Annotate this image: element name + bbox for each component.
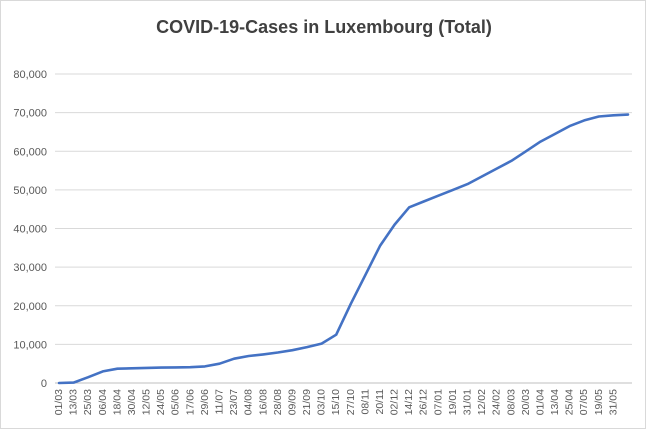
x-tick-label: 02/12 [389,389,401,415]
x-tick-label: 21/09 [301,389,313,415]
x-tick-label: 07/01 [432,389,444,415]
x-tick-label: 31/01 [462,389,474,415]
x-tick-label: 24/02 [491,389,503,415]
x-tick-label: 15/10 [330,389,342,415]
x-tick-label: 12/05 [141,389,153,415]
x-tick-label: 27/10 [345,389,357,415]
y-tick-label: 40,000 [13,224,47,236]
x-tick-label: 01/04 [534,389,546,415]
x-tick-label: 31/05 [607,389,619,415]
x-tick-label: 14/12 [403,389,415,415]
x-tick-label: 13/04 [549,389,561,415]
x-tick-label: 23/07 [228,389,240,415]
series-line [57,113,630,385]
x-tick-label: 07/05 [578,389,590,415]
y-tick-label: 10,000 [13,339,47,351]
y-tick-label: 60,000 [13,146,47,158]
x-tick-label: 08/03 [505,389,517,415]
y-tick-label: 30,000 [13,262,47,274]
y-tick-label: 80,000 [13,69,47,81]
x-tick-label: 13/03 [68,389,80,415]
x-tick-label: 06/04 [97,389,109,415]
x-tick-label: 09/09 [286,389,298,415]
x-tick-label: 19/05 [593,389,605,415]
x-tick-label: 24/05 [155,389,167,415]
x-tick-label: 11/07 [213,389,225,415]
x-tick-label: 04/08 [243,389,255,415]
y-tick-label: 50,000 [13,185,47,197]
x-tick-label: 30/04 [126,389,138,415]
y-tick-label: 70,000 [13,108,47,120]
x-tick-label: 19/01 [447,389,459,415]
x-tick-label: 29/06 [199,389,211,415]
x-tick-label: 20/03 [520,389,532,415]
x-tick-label: 25/03 [82,389,94,415]
x-tick-label: 26/12 [418,389,430,415]
x-tick-label: 18/04 [111,389,123,415]
x-tick-label: 03/10 [316,389,328,415]
x-tick-label: 01/03 [53,389,65,415]
x-tick-label: 25/04 [564,389,576,415]
x-tick-label: 08/11 [359,389,371,415]
x-tick-label: 16/08 [257,389,269,415]
x-tick-label: 17/06 [184,389,196,415]
chart-title: COVID-19-Cases in Luxembourg (Total) [156,17,492,37]
x-tick-label: 05/06 [170,389,182,415]
x-tick-label: 12/02 [476,389,488,415]
y-tick-label: 20,000 [13,301,47,313]
x-tick-label: 28/08 [272,389,284,415]
x-tick-label: 20/11 [374,389,386,415]
y-tick-label: 0 [41,378,47,390]
